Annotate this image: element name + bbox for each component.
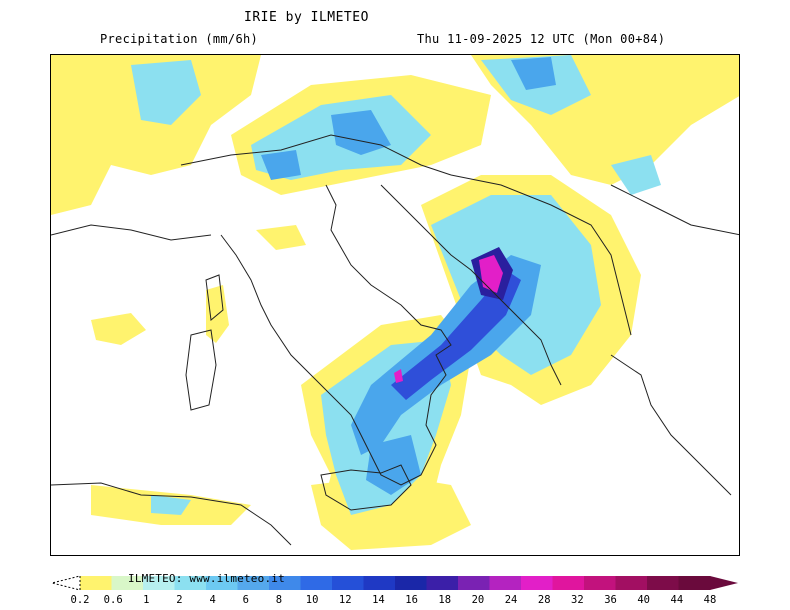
legend-swatch: [174, 576, 207, 590]
precip-adriatic-spot: [256, 225, 306, 250]
legend-swatch: [332, 576, 364, 590]
legend-swatch: [615, 576, 648, 590]
precip-tyrrhenian-spot: [91, 313, 146, 345]
legend-tick: 10: [305, 594, 319, 606]
italy-coast: [220, 184, 452, 486]
east-border: [610, 184, 739, 236]
legend-swatch: [363, 576, 396, 590]
legend-swatch: [678, 576, 711, 590]
legend-swatch: [552, 576, 585, 590]
legend-tick: 44: [670, 594, 684, 606]
tyrrhenian-border: [51, 224, 212, 241]
legend-swatch: [489, 576, 522, 590]
map-title: IRIE by ILMETEO: [244, 10, 369, 25]
legend-swatch: [584, 576, 616, 590]
greece-coast: [610, 354, 732, 496]
precip-alps-blue-2: [261, 150, 301, 180]
legend-swatch: [426, 576, 459, 590]
legend-tick: 40: [637, 594, 650, 606]
legend-tick: 8: [275, 594, 283, 606]
legend-swatch: [300, 576, 333, 590]
legend-max-arrow: [710, 576, 738, 590]
precipitation-map: [50, 54, 740, 556]
map-canvas: [51, 55, 739, 550]
precip-nw-area: [51, 55, 261, 215]
legend-colorbar: [51, 575, 738, 591]
forecast-datetime: Thu 11-09-2025 12 UTC (Mon 00+84): [417, 32, 666, 46]
legend-swatch: [143, 576, 175, 590]
precip-band-deep: [391, 270, 521, 400]
precip-south-blue: [366, 435, 421, 495]
legend-tick: 4: [209, 594, 216, 606]
precipitation-legend: ILMETEO: www.ilmeteo.it 0.2 0.6 1 2 4 6 8 10 12 1…: [50, 572, 740, 610]
variable-label: Precipitation (mm/6h): [100, 32, 259, 46]
legend-tick: 28: [537, 594, 551, 606]
legend-tick: 16: [405, 594, 418, 606]
legend-tick: 14: [372, 594, 385, 606]
legend-tick: 2: [176, 594, 183, 606]
legend-tick: 0.2: [70, 594, 90, 606]
precip-deep-layer: [391, 270, 521, 400]
legend-swatch: [269, 576, 301, 590]
legend-tick: 48: [703, 594, 717, 606]
precip-east-cyan: [611, 155, 661, 195]
legend-tick: 12: [338, 594, 352, 606]
precip-ne-blue: [511, 57, 556, 90]
corsica-outline: [205, 274, 224, 321]
legend-tick: 1: [143, 594, 150, 606]
legend-swatch: [206, 576, 238, 590]
balkan-border: [450, 174, 632, 336]
precip-south-max: [394, 369, 403, 383]
legend-swatch: [647, 576, 679, 590]
adriatic-east-coast: [380, 184, 562, 386]
legend-swatch: [521, 576, 553, 590]
legend-swatch: [237, 576, 270, 590]
sicily-outline: [320, 464, 412, 511]
sardinia-outline: [185, 329, 217, 411]
legend-swatch: [395, 576, 427, 590]
legend-swatch: [80, 576, 112, 590]
precip-nw-cyan: [131, 60, 201, 125]
alps-border: [180, 134, 452, 176]
legend-tick: 6: [242, 594, 249, 606]
legend-tick: 18: [438, 594, 452, 606]
legend-swatch: [111, 576, 144, 590]
legend-tick: 20: [471, 594, 485, 606]
legend-watermark: ILMETEO: www.ilmeteo.it: [128, 572, 285, 585]
legend-tick: 32: [571, 594, 584, 606]
legend-tick: 0.6: [103, 594, 123, 606]
africa-coast: [51, 482, 292, 546]
legend-tick: 36: [604, 594, 617, 606]
precip-africa-cyan: [151, 495, 191, 515]
legend-min-arrow: [51, 575, 81, 591]
legend-swatch: [458, 576, 490, 590]
coastlines: [51, 134, 739, 546]
legend-tick: 24: [504, 594, 518, 606]
